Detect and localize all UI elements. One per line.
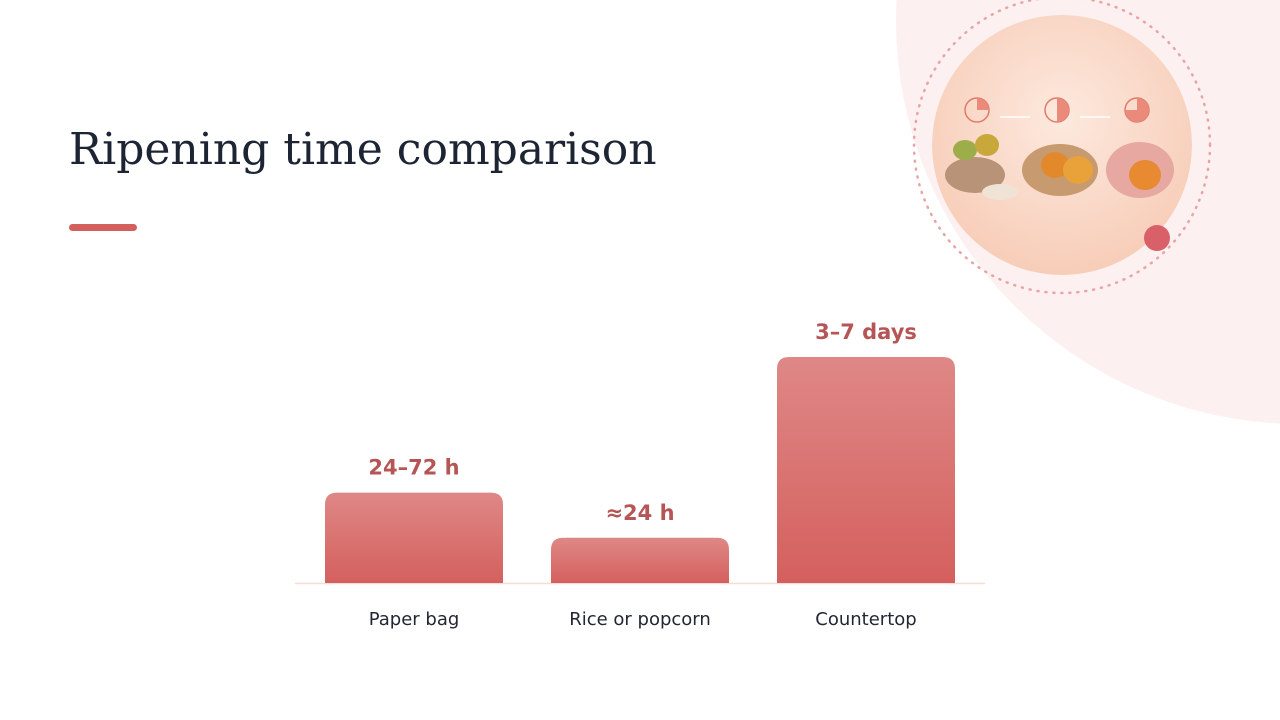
value-label: 3–7 days — [815, 320, 917, 344]
value-label: 24–72 h — [368, 456, 459, 480]
bar — [551, 537, 729, 583]
photo — [932, 15, 1192, 275]
x-tick-label: Countertop — [815, 609, 916, 630]
bar — [325, 492, 503, 583]
value-label: ≈24 h — [605, 501, 674, 525]
x-tick-label: Paper bag — [369, 609, 460, 630]
dotted-ring — [912, 0, 1212, 295]
x-tick-label: Rice or popcorn — [569, 609, 711, 630]
accent-dot — [1144, 225, 1170, 251]
bar — [777, 357, 955, 583]
title-accent — [69, 224, 137, 231]
chart-title: Ripening time comparison — [69, 124, 657, 175]
